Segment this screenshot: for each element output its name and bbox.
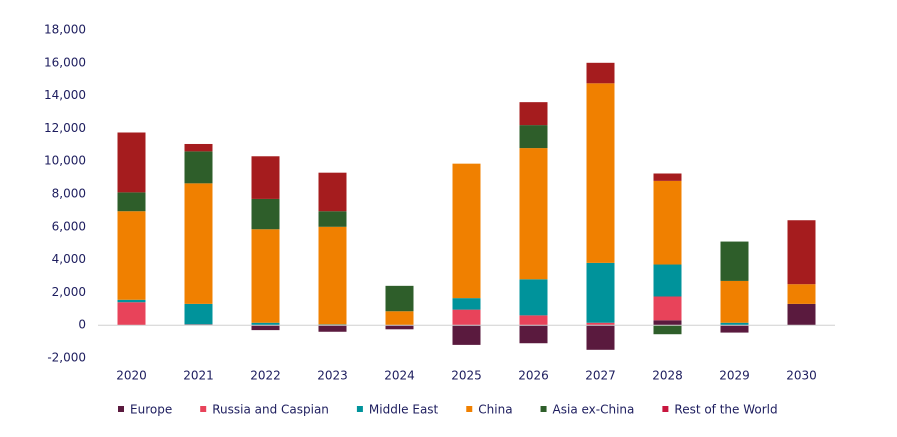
x-tick-label: 2030 xyxy=(786,369,817,383)
x-tick-label: 2023 xyxy=(317,369,348,383)
y-tick-label: 14,000 xyxy=(44,88,86,102)
bar-segment xyxy=(117,211,146,300)
bar-segment xyxy=(653,173,682,181)
y-tick-label: -2,000 xyxy=(47,351,86,365)
bar-segment xyxy=(586,62,615,84)
legend-label: Rest of the World xyxy=(674,403,777,417)
bar-segment xyxy=(586,262,615,323)
bar-segment xyxy=(318,325,347,332)
bar-segment xyxy=(184,183,213,304)
bar-segment xyxy=(184,143,213,152)
legend-swatch xyxy=(466,406,473,412)
bar-segment xyxy=(452,298,481,310)
legend-swatch xyxy=(200,406,207,412)
bar-segment xyxy=(251,198,280,230)
bar-segment xyxy=(519,325,548,344)
bar-segment xyxy=(586,322,615,326)
legend-swatch xyxy=(662,406,669,412)
y-tick-label: 0 xyxy=(78,318,86,332)
bar-segment xyxy=(251,229,280,323)
y-tick-label: 8,000 xyxy=(52,187,86,201)
bar-segment xyxy=(184,151,213,184)
bar-segment xyxy=(787,303,816,326)
y-tick-label: 12,000 xyxy=(44,121,86,135)
bar-segment xyxy=(519,102,548,126)
y-tick-label: 6,000 xyxy=(52,219,86,233)
y-tick-label: 2,000 xyxy=(52,285,86,299)
legend-label: Middle East xyxy=(369,403,439,417)
bar-segment xyxy=(653,264,682,297)
x-tick-label: 2028 xyxy=(652,369,683,383)
x-tick-label: 2026 xyxy=(518,369,549,383)
legend-swatch xyxy=(356,406,363,412)
bar-segment xyxy=(385,311,414,326)
bar-segment xyxy=(251,156,280,199)
bar-segment xyxy=(519,315,548,326)
bar-segment xyxy=(251,325,280,331)
bar-segment xyxy=(519,279,548,316)
bar-segment xyxy=(720,325,749,333)
y-tick-label: 18,000 xyxy=(44,23,86,37)
bar-segment xyxy=(385,325,414,330)
bar-segment xyxy=(787,220,816,285)
bar-segment xyxy=(720,322,749,326)
bar-segment xyxy=(318,211,347,227)
bar-segment xyxy=(720,241,749,281)
legend-label: Asia ex-China xyxy=(553,403,635,417)
bar-segment xyxy=(117,302,146,326)
bar-segment xyxy=(653,325,682,335)
x-tick-label: 2024 xyxy=(384,369,415,383)
bar-segment xyxy=(519,148,548,280)
legend-label: Europe xyxy=(130,403,172,417)
legend-swatch xyxy=(118,406,124,412)
bar-segment xyxy=(318,172,347,212)
legend-swatch xyxy=(540,406,547,412)
x-tick-label: 2020 xyxy=(116,369,147,383)
bar-segment xyxy=(452,325,481,345)
y-tick-label: 16,000 xyxy=(44,55,86,69)
bar-segment xyxy=(318,226,347,325)
bar-segment xyxy=(653,180,682,265)
bar-segment xyxy=(787,284,816,304)
x-tick-label: 2029 xyxy=(719,369,750,383)
bar-segment xyxy=(251,322,280,326)
y-tick-label: 4,000 xyxy=(52,252,86,266)
legend-label: Russia and Caspian xyxy=(212,403,329,417)
bar-segment xyxy=(519,125,548,149)
bar-segment xyxy=(452,309,481,326)
bar-segment xyxy=(452,163,481,299)
y-tick-label: 10,000 xyxy=(44,154,86,168)
bar-segment xyxy=(184,303,213,325)
bar-segment xyxy=(586,325,615,350)
bar-segment xyxy=(720,280,749,323)
x-tick-label: 2021 xyxy=(183,369,214,383)
x-tick-label: 2027 xyxy=(585,369,616,383)
bar-segment xyxy=(653,296,682,321)
bar-segment xyxy=(117,132,146,193)
legend-label: China xyxy=(478,403,512,417)
bar-segment xyxy=(385,285,414,312)
x-tick-label: 2022 xyxy=(250,369,281,383)
x-tick-label: 2025 xyxy=(451,369,482,383)
bar-segment xyxy=(117,192,146,212)
bar-segment xyxy=(117,299,146,303)
bar-segment xyxy=(653,320,682,326)
bar-segment xyxy=(586,83,615,263)
